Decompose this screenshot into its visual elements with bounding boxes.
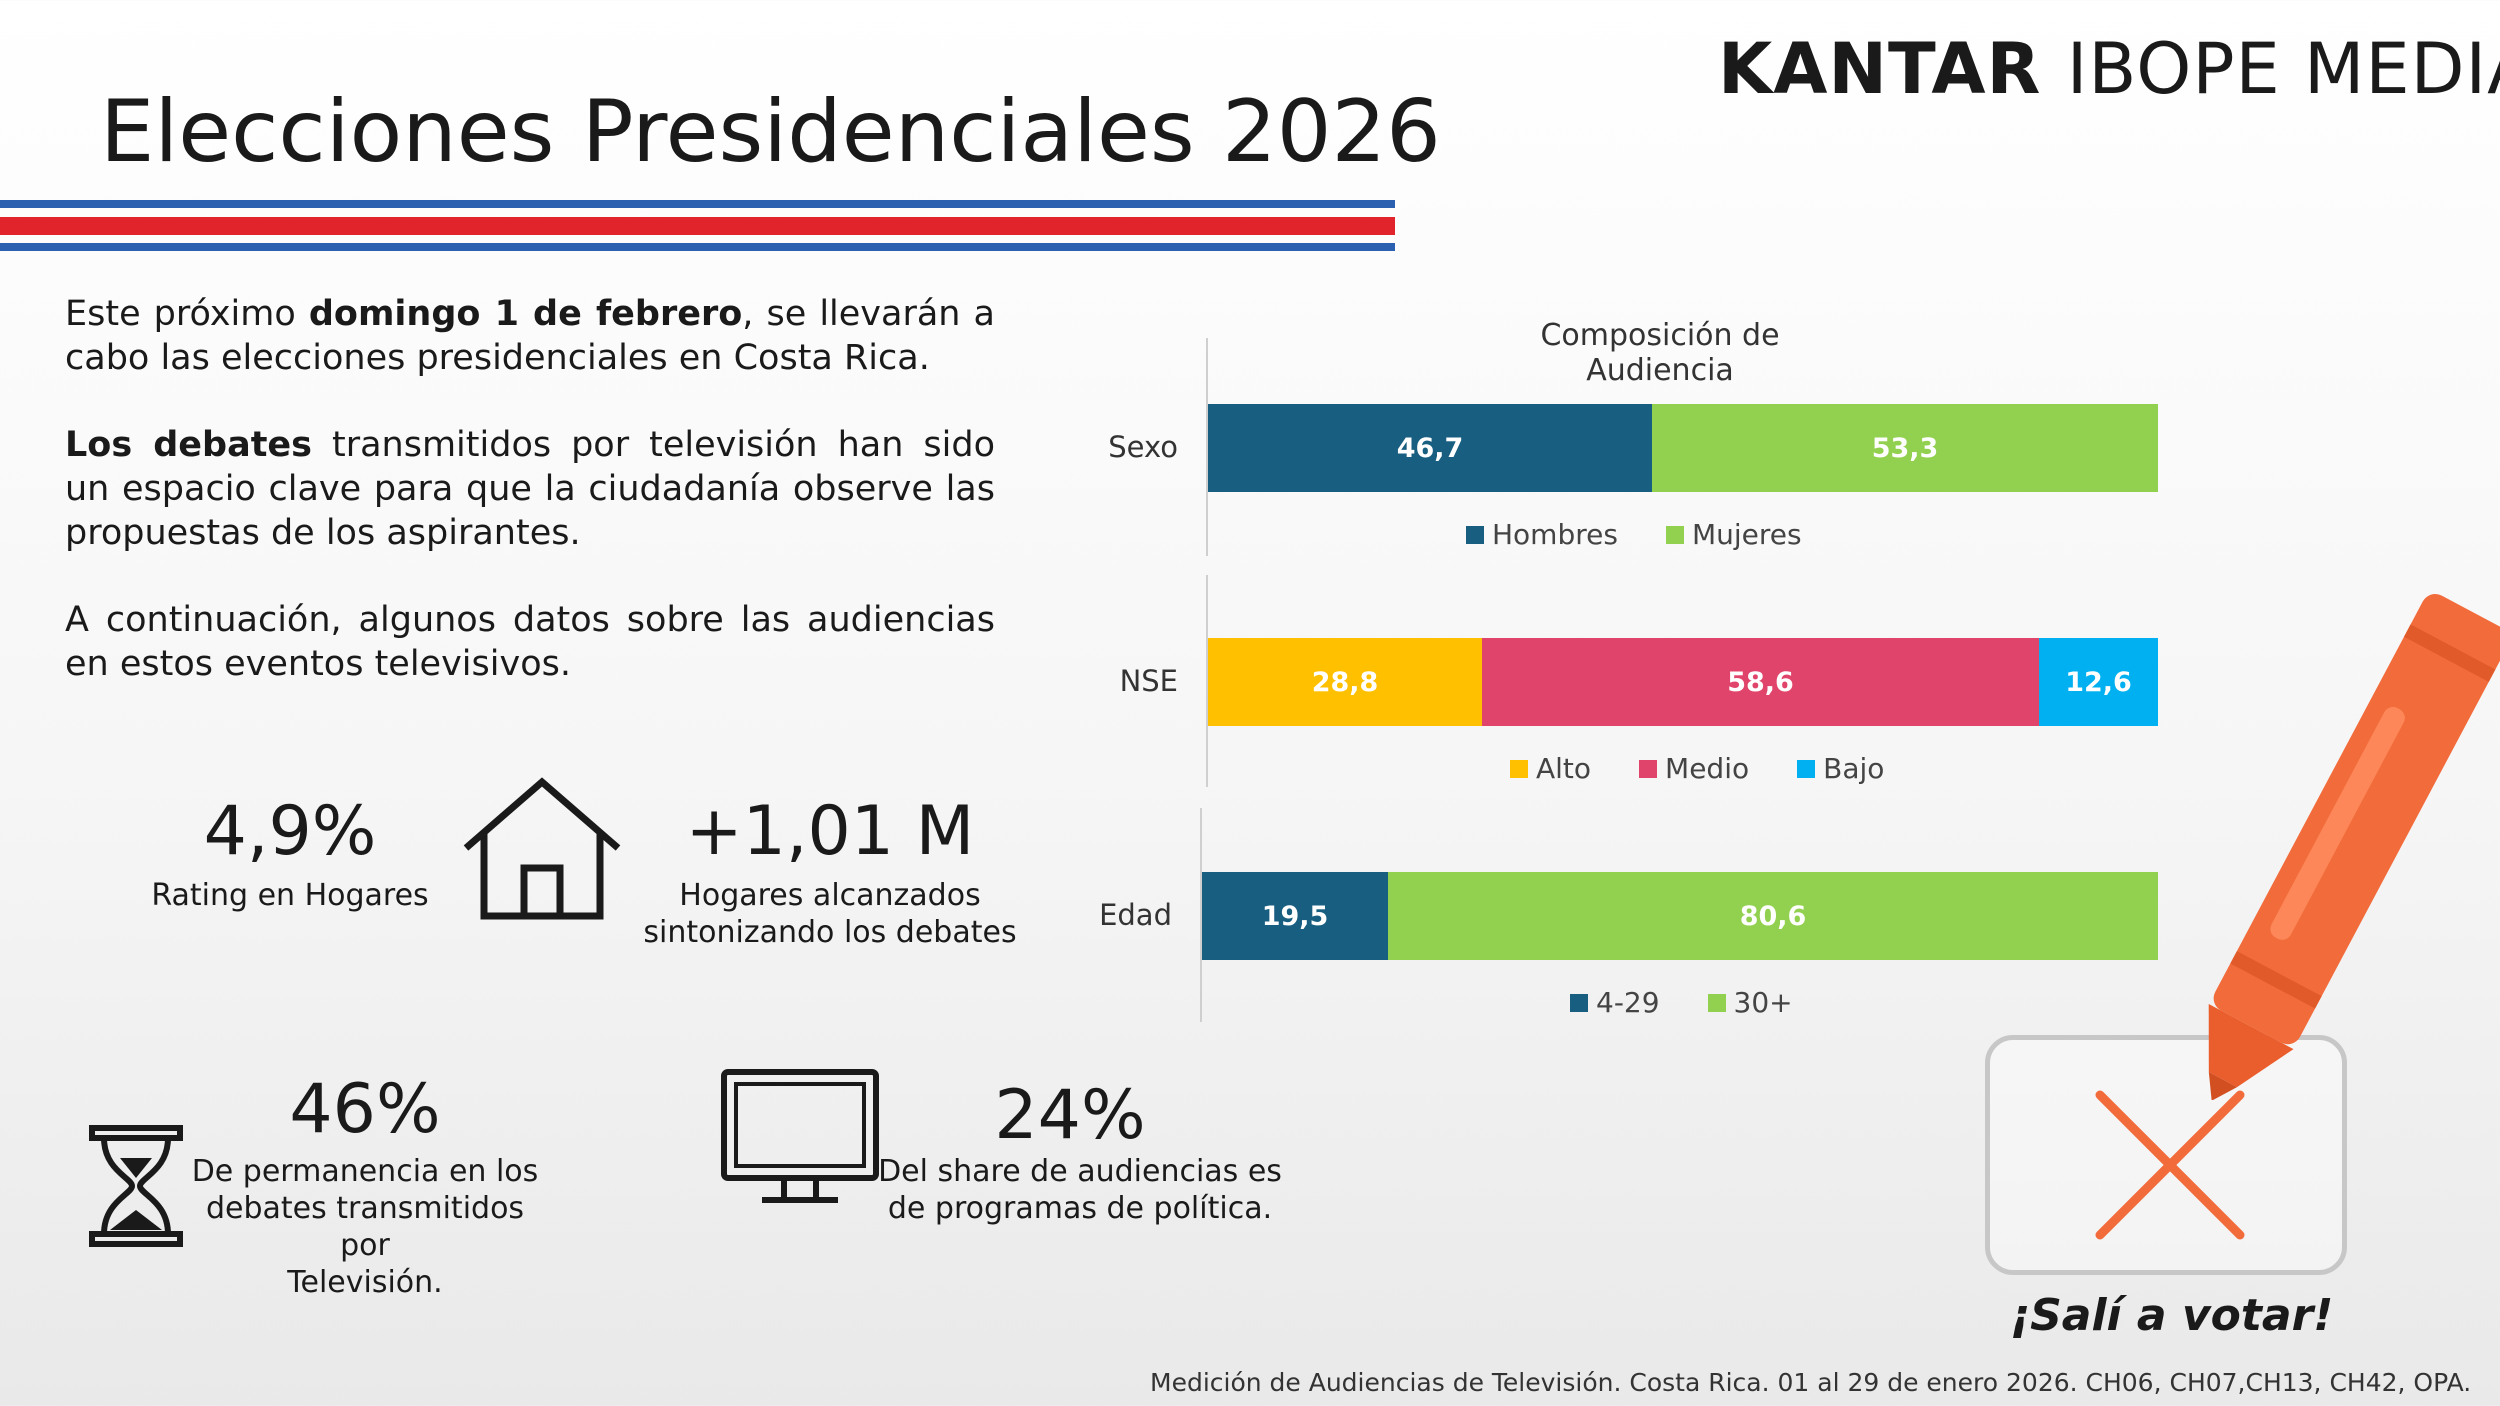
house-icon [460,776,624,922]
share-label: Del share de audiencias es de programas … [878,1154,1282,1226]
logo-part-1: KANTAR [1718,28,2042,110]
bar-value-label: 19,5 [1261,900,1329,932]
legend-swatch [1639,759,1658,778]
chart-axis-line [1200,808,1202,1022]
kantar-ibope-logo: KANTAR IBOPE MEDIA [1718,28,2500,110]
vote-call-to-action: ¡Salí a votar! [2010,1290,2334,1341]
rating-label: Rating en Hogares [151,878,429,913]
bar-value-label: 58,6 [1727,666,1794,698]
bar-segment: 46,7 [1208,404,1652,492]
bar-segment: 19,5 [1202,872,1388,960]
bar-segment: 28,8 [1208,638,1482,726]
share-value: 24% [994,1076,1146,1155]
crayon-icon [2160,560,2500,1101]
rating-value: 4,9% [203,792,377,871]
reach-label: Hogares alcanzados sintonizando los deba… [643,878,1017,950]
chart-legend: Alto Medio Bajo [1510,752,1932,785]
legend-item: Mujeres [1665,518,1802,551]
bar-segment: 80,6 [1388,872,2158,960]
legend-label: 30+ [1733,986,1793,1019]
legend-swatch [1570,993,1588,1012]
category-label: NSE [1119,664,1178,698]
reach-value: +1,01 M [685,792,975,871]
intro-paragraph-3: A continuación, algunos datos sobre las … [65,600,995,684]
legend-swatch [1707,993,1726,1012]
legend-label: Hombres [1492,518,1618,551]
stripe-red [0,217,1395,235]
chart-axis-line [1206,575,1208,787]
chart-legend: 4-29 30+ [1570,986,1841,1019]
bar-segment: 58,6 [1482,638,2039,726]
tv-monitor-icon [720,1068,880,1206]
permanence-label: De permanencia en los debates transmitid… [191,1154,539,1300]
stripe-blue-bottom [0,243,1395,251]
chart-axis-line [1206,338,1208,556]
stripe-blue-top [0,200,1395,208]
legend-item: Medio [1639,752,1749,785]
legend-item: 4-29 [1570,986,1660,1019]
category-label: Edad [1099,898,1172,932]
bar-segment: 12,6 [2039,638,2158,726]
legend-item: 30+ [1707,986,1793,1019]
chart-title: Composición de Audiencia [1540,318,1780,388]
chart-legend: Hombres Mujeres [1466,518,1850,551]
intro-text: Este próximo domingo 1 de febrero, se ll… [65,292,995,729]
bar-segment: 53,3 [1652,404,2158,492]
legend-label: Bajo [1823,752,1885,785]
page-title: Elecciones Presidenciales 2026 [100,82,1441,182]
bar-value-label: 80,6 [1739,900,1807,932]
legend-label: Medio [1665,752,1750,785]
legend-swatch [1665,525,1684,544]
cross-mark-icon [2090,1085,2250,1245]
legend-label: 4-29 [1596,986,1660,1019]
logo-part-2: IBOPE MEDIA [2066,28,2500,110]
permanence-value: 46% [289,1070,441,1149]
legend-item: Bajo [1797,752,1884,785]
hourglass-icon [88,1124,184,1248]
bar-value-label: 46,7 [1396,432,1464,464]
legend-label: Mujeres [1691,518,1802,551]
source-footnote: Medición de Audiencias de Televisión. Co… [1150,1368,2472,1397]
bar-value-label: 53,3 [1871,432,1939,464]
bar-value-label: 28,8 [1311,666,1379,698]
legend-item: Hombres [1466,518,1618,551]
legend-swatch [1510,759,1528,778]
intro-paragraph-1: Este próximo domingo 1 de febrero, se ll… [65,294,995,378]
legend-swatch [1466,525,1484,544]
legend-item: Alto [1510,752,1591,785]
category-label: Sexo [1108,430,1178,464]
bar-value-label: 12,6 [2065,666,2132,698]
intro-paragraph-2: Los debates transmitidos por televisión … [65,425,995,553]
legend-swatch [1797,759,1816,778]
legend-label: Alto [1536,752,1592,785]
